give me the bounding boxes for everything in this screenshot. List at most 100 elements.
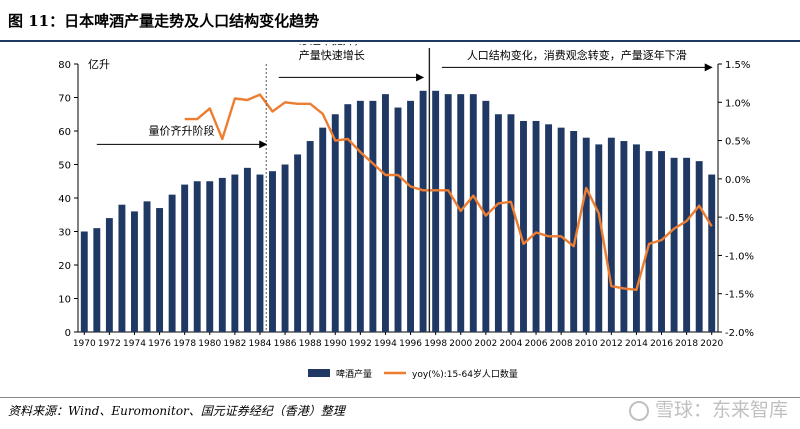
bar (520, 120, 527, 332)
x-tick-label: 2014 (625, 339, 648, 349)
y-left-tick-label: 30 (58, 228, 71, 239)
x-tick-label: 1994 (374, 339, 397, 349)
y-left-tick-label: 0 (65, 328, 71, 339)
bar (231, 174, 239, 332)
bar (281, 164, 289, 332)
chart: 0 10 20 30 40 50 60 70 80 亿升 -2.0% -1.5% -1.0% -0.5% 0… (58, 44, 754, 380)
bar (658, 151, 665, 332)
y-left-axis-label: 亿升 (88, 58, 110, 71)
bar (570, 131, 578, 332)
bar (494, 114, 502, 332)
x-tick-label: 2008 (550, 339, 573, 349)
x-tick-label: 1996 (399, 339, 422, 349)
watermark-text: 雪球：东来智库 (654, 399, 788, 421)
bar (218, 177, 226, 332)
bar (344, 104, 352, 332)
y-left-tick-label: 10 (58, 295, 71, 306)
bar (319, 127, 327, 333)
bar (356, 100, 364, 332)
bar (595, 144, 603, 332)
bar (507, 114, 515, 332)
source-note: 资料来源：Wind、Euromonitor、国元证券经纪（香港）整理 (8, 404, 345, 418)
bar (582, 137, 590, 332)
y-left-tick-label: 40 (58, 194, 71, 205)
legend-label-line: yoy(%):15-64岁人口数量 (412, 368, 518, 380)
figure-title: 图 11：日本啤酒产量走势及人口结构变化趋势 (8, 12, 320, 30)
x-tick-label: 1984 (249, 339, 272, 349)
y-right-tick-label: -1.0% (725, 251, 754, 262)
bar (80, 231, 88, 332)
y-right-tick-label: 1.0% (725, 98, 750, 109)
x-tick-label: 1982 (223, 339, 246, 349)
bar (432, 90, 440, 332)
y-right-tick-label: -1.5% (725, 290, 754, 301)
x-tick-label: 1970 (73, 339, 96, 349)
bar (156, 208, 164, 332)
x-tick-label: 2002 (474, 339, 497, 349)
x-tick-label: 1990 (324, 339, 347, 349)
annotation-text: 渗透率提升， (299, 44, 365, 47)
x-tick-label: 2006 (525, 339, 548, 349)
bar (708, 174, 716, 332)
x-tick-label: 1974 (123, 339, 146, 349)
x-tick-label: 1980 (198, 339, 221, 349)
bar (331, 114, 339, 332)
bar (683, 157, 691, 332)
bar (444, 94, 452, 333)
y-right-tick-label: 0.0% (725, 175, 750, 186)
bar (369, 100, 377, 332)
y-right-tick-label: -0.5% (725, 213, 754, 224)
x-tick-label: 1992 (349, 339, 372, 349)
bar (532, 120, 540, 332)
bar (118, 204, 126, 332)
bar (269, 171, 276, 332)
x-tick-label: 1978 (173, 339, 196, 349)
bar (181, 184, 189, 332)
bar (645, 151, 653, 332)
x-tick-label: 1972 (98, 339, 121, 349)
bar (670, 157, 678, 332)
source-rule (0, 397, 800, 398)
bar (469, 94, 477, 333)
y-right-tick-label: 1.5% (725, 60, 750, 71)
bar (545, 124, 553, 332)
bar (193, 181, 201, 332)
bar (695, 161, 703, 332)
bar (632, 144, 640, 332)
bar (607, 137, 615, 332)
y-left-tick-label: 70 (58, 94, 71, 105)
x-tick-label: 2018 (675, 339, 698, 349)
bar (407, 100, 414, 332)
snowball-logo-icon (628, 400, 649, 421)
x-tick-label: 2004 (499, 339, 522, 349)
bar (93, 228, 101, 332)
bar (382, 94, 389, 333)
title-rule (0, 40, 800, 42)
annotation-text: 产量快速增长 (299, 48, 365, 62)
bar (394, 107, 402, 332)
annotation-text: 人口结构变化，消费观念转变，产量逐年下滑 (467, 48, 687, 62)
x-tick-label: 2000 (449, 339, 472, 349)
y-left-tick-label: 60 (58, 127, 71, 138)
bar (131, 211, 138, 332)
watermark: 雪球：东来智库 (628, 395, 788, 422)
legend-swatch-bar (308, 369, 330, 377)
x-tick-label: 1986 (274, 339, 297, 349)
bar (243, 167, 251, 332)
x-tick-label: 1988 (299, 339, 322, 349)
bar (168, 194, 176, 332)
y-left-tick-label: 50 (58, 161, 71, 172)
bar (457, 94, 465, 333)
x-tick-label: 2020 (700, 339, 723, 349)
bar (105, 218, 113, 332)
bar (620, 141, 628, 332)
legend-label-bar: 啤酒产量 (336, 368, 372, 380)
bar (306, 141, 314, 332)
annotation-text: 量价齐升阶段 (149, 123, 215, 137)
bar (419, 90, 427, 332)
x-tick-label: 2010 (575, 339, 598, 349)
bar (294, 154, 302, 332)
x-tick-label: 2016 (650, 339, 673, 349)
y-left-tick-label: 20 (58, 261, 71, 272)
bar (143, 201, 151, 332)
